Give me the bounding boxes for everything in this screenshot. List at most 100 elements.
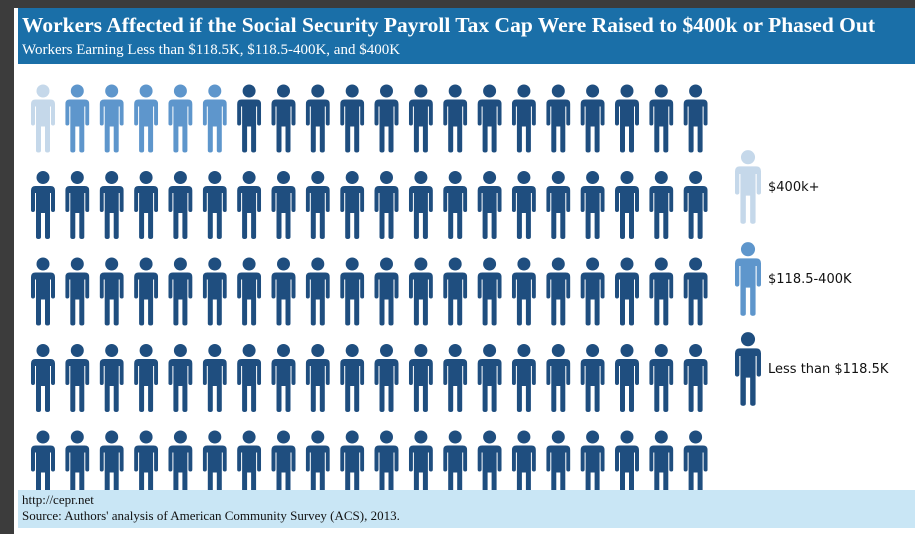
icon-grid [31, 84, 708, 499]
person-icon [305, 430, 330, 499]
person-icon [134, 430, 159, 499]
person-icon [134, 344, 159, 412]
person-icon [477, 430, 502, 499]
person-icon [546, 171, 571, 239]
person-icon [65, 344, 90, 412]
person-icon [271, 257, 296, 326]
person-icon [580, 257, 605, 326]
legend-label: Less than $118.5K [768, 362, 889, 377]
person-icon [477, 257, 502, 326]
person-icon [237, 430, 262, 499]
person-icon [202, 257, 227, 326]
person-icon [340, 257, 365, 326]
person-icon [649, 344, 674, 412]
person-icon [340, 430, 365, 499]
person-icon [134, 84, 159, 153]
person-icon [408, 84, 433, 153]
person-icon [65, 257, 90, 326]
person-icon [202, 171, 227, 239]
person-icon [168, 171, 193, 239]
person-icon [408, 430, 433, 499]
person-icon [65, 84, 90, 153]
person-icon [202, 430, 227, 499]
person-icon [683, 84, 708, 153]
person-icon [134, 171, 159, 239]
person-icon [305, 257, 330, 326]
person-icon [65, 171, 90, 239]
person-icon [615, 171, 639, 239]
person-icon [511, 171, 536, 239]
person-icon [237, 171, 262, 239]
person-icon [31, 344, 55, 412]
person-icon [202, 84, 227, 153]
person-icon [237, 257, 262, 326]
legend-person-icon [735, 332, 761, 406]
person-icon [340, 344, 365, 412]
person-icon [237, 84, 262, 153]
title-banner [18, 8, 915, 64]
person-icon [99, 84, 124, 153]
person-icon [649, 257, 674, 326]
person-icon [31, 257, 55, 326]
source-url: http://cepr.net [22, 492, 94, 507]
person-icon [340, 171, 365, 239]
person-icon [374, 171, 399, 239]
person-icon [580, 84, 605, 153]
person-icon [443, 171, 468, 239]
person-icon [615, 430, 639, 499]
person-icon [443, 430, 468, 499]
person-icon [99, 344, 124, 412]
person-icon [546, 344, 571, 412]
person-icon [477, 84, 502, 153]
person-icon [99, 430, 124, 499]
person-icon [443, 84, 468, 153]
person-icon [168, 257, 193, 326]
person-icon [477, 344, 502, 412]
person-icon [615, 257, 639, 326]
source-note: Source: Authors' analysis of American Co… [22, 508, 400, 523]
legend: $400k+ $118.5-400K Less than $118.5K [735, 150, 889, 406]
person-icon [546, 84, 571, 153]
person-icon [305, 84, 330, 153]
legend-person-icon [735, 242, 761, 316]
legend-label: $118.5-400K [768, 272, 852, 287]
person-icon [649, 84, 674, 153]
person-icon [580, 171, 605, 239]
person-icon [168, 84, 193, 153]
legend-label: $400k+ [768, 180, 820, 195]
person-icon [511, 257, 536, 326]
person-icon [374, 84, 399, 153]
person-icon [477, 171, 502, 239]
person-icon [408, 257, 433, 326]
person-icon [683, 430, 708, 499]
person-icon [31, 430, 55, 499]
person-icon [511, 344, 536, 412]
legend-person-icon [735, 150, 761, 224]
person-icon [443, 344, 468, 412]
person-icon [31, 84, 55, 153]
source-footer [18, 490, 915, 528]
person-icon [580, 344, 605, 412]
person-icon [683, 257, 708, 326]
chart-subtitle: Workers Earning Less than $118.5K, $118.… [22, 42, 401, 58]
chart-title: Workers Affected if the Social Security … [22, 13, 876, 37]
person-icon [615, 344, 639, 412]
person-icon [65, 430, 90, 499]
person-icon [99, 171, 124, 239]
person-icon [168, 344, 193, 412]
person-icon [374, 430, 399, 499]
person-icon [271, 430, 296, 499]
person-icon [408, 171, 433, 239]
person-icon [202, 344, 227, 412]
person-icon [580, 430, 605, 499]
person-icon [443, 257, 468, 326]
person-icon [237, 344, 262, 412]
person-icon [408, 344, 433, 412]
person-icon [271, 344, 296, 412]
person-icon [546, 430, 571, 499]
person-icon [134, 257, 159, 326]
person-icon [511, 84, 536, 153]
person-icon [649, 430, 674, 499]
person-icon [546, 257, 571, 326]
person-icon [511, 430, 536, 499]
